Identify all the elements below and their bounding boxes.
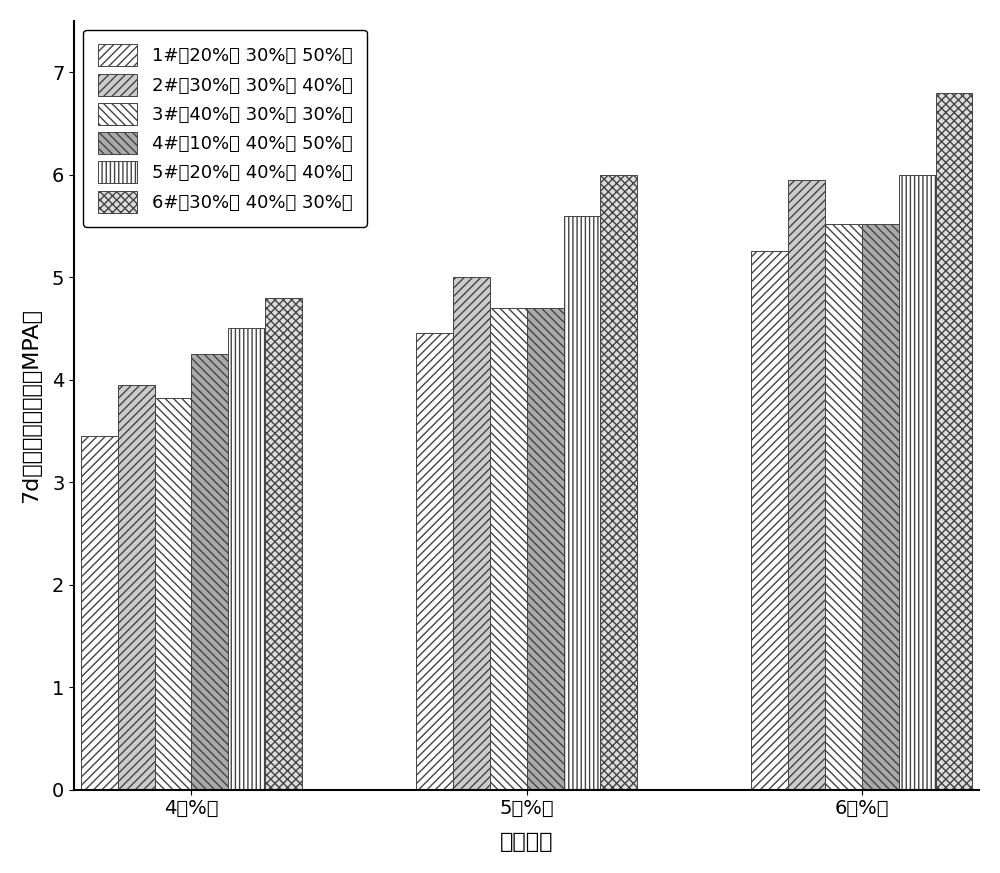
Bar bbox=[936, 93, 972, 789]
X-axis label: 水泥掺量: 水泥掺量 bbox=[500, 832, 553, 852]
Bar bbox=[862, 223, 899, 789]
Bar bbox=[155, 398, 191, 789]
Bar bbox=[751, 251, 788, 789]
Bar bbox=[228, 328, 265, 789]
Bar bbox=[265, 298, 302, 789]
Bar bbox=[191, 354, 228, 789]
Bar bbox=[490, 308, 527, 789]
Bar bbox=[564, 216, 600, 789]
Bar bbox=[899, 175, 936, 789]
Bar bbox=[453, 277, 490, 789]
Bar bbox=[600, 175, 637, 789]
Bar bbox=[527, 308, 564, 789]
Bar bbox=[118, 385, 155, 789]
Y-axis label: 7d无侧限抗压强度（MPA）: 7d无侧限抗压强度（MPA） bbox=[21, 307, 41, 503]
Bar bbox=[788, 180, 825, 789]
Bar bbox=[825, 223, 862, 789]
Bar bbox=[416, 333, 453, 789]
Bar bbox=[81, 436, 118, 789]
Legend: 1#（20%、 30%、 50%）, 2#（30%、 30%、 40%）, 3#（40%、 30%、 30%）, 4#（10%、 40%、 50%）, 5#（2: 1#（20%、 30%、 50%）, 2#（30%、 30%、 40%）, 3#… bbox=[83, 30, 367, 227]
